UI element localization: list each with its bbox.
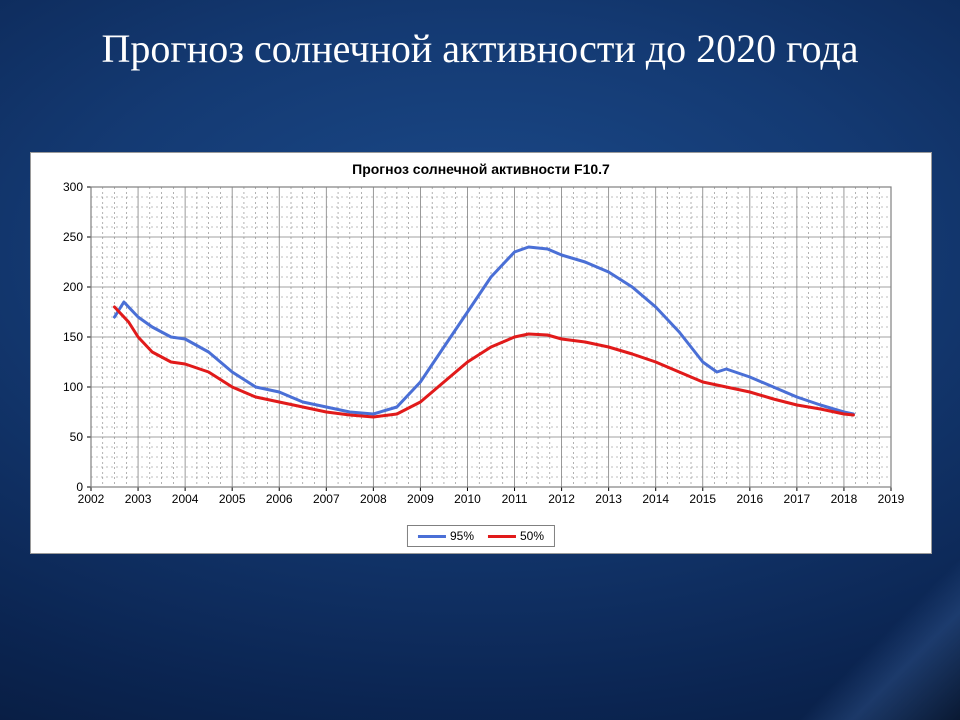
svg-text:2004: 2004 xyxy=(172,492,199,506)
svg-text:50: 50 xyxy=(70,430,84,444)
svg-text:100: 100 xyxy=(63,380,83,394)
svg-text:2010: 2010 xyxy=(454,492,481,506)
svg-text:2009: 2009 xyxy=(407,492,434,506)
slide-corner-accent xyxy=(760,560,960,720)
svg-text:2006: 2006 xyxy=(266,492,293,506)
legend-swatch xyxy=(488,535,516,538)
svg-text:2007: 2007 xyxy=(313,492,340,506)
svg-text:200: 200 xyxy=(63,280,83,294)
svg-text:2008: 2008 xyxy=(360,492,387,506)
svg-text:2012: 2012 xyxy=(548,492,575,506)
legend-label: 50% xyxy=(520,529,544,543)
svg-text:250: 250 xyxy=(63,230,83,244)
svg-text:2011: 2011 xyxy=(502,492,528,506)
svg-text:2003: 2003 xyxy=(125,492,152,506)
chart-title: Прогноз солнечной активности F10.7 xyxy=(31,153,931,177)
legend-item: 50% xyxy=(488,529,544,543)
slide-root: Прогноз солнечной активности до 2020 год… xyxy=(0,0,960,720)
svg-text:150: 150 xyxy=(63,330,83,344)
chart-legend: 95% 50% xyxy=(407,525,555,547)
legend-label: 95% xyxy=(450,529,474,543)
svg-text:2018: 2018 xyxy=(831,492,858,506)
svg-text:2014: 2014 xyxy=(642,492,669,506)
svg-text:2005: 2005 xyxy=(219,492,246,506)
chart-card: Прогноз солнечной активности F10.7 05010… xyxy=(30,152,932,554)
svg-text:2002: 2002 xyxy=(78,492,105,506)
legend-swatch xyxy=(418,535,446,538)
svg-text:2017: 2017 xyxy=(784,492,811,506)
line-chart: 0501001502002503002002200320042005200620… xyxy=(31,177,931,519)
svg-text:2016: 2016 xyxy=(736,492,763,506)
svg-text:2013: 2013 xyxy=(595,492,622,506)
svg-text:2015: 2015 xyxy=(689,492,716,506)
legend-item: 95% xyxy=(418,529,474,543)
svg-text:2019: 2019 xyxy=(878,492,905,506)
svg-text:300: 300 xyxy=(63,180,83,194)
slide-title: Прогноз солнечной активности до 2020 год… xyxy=(0,0,960,92)
